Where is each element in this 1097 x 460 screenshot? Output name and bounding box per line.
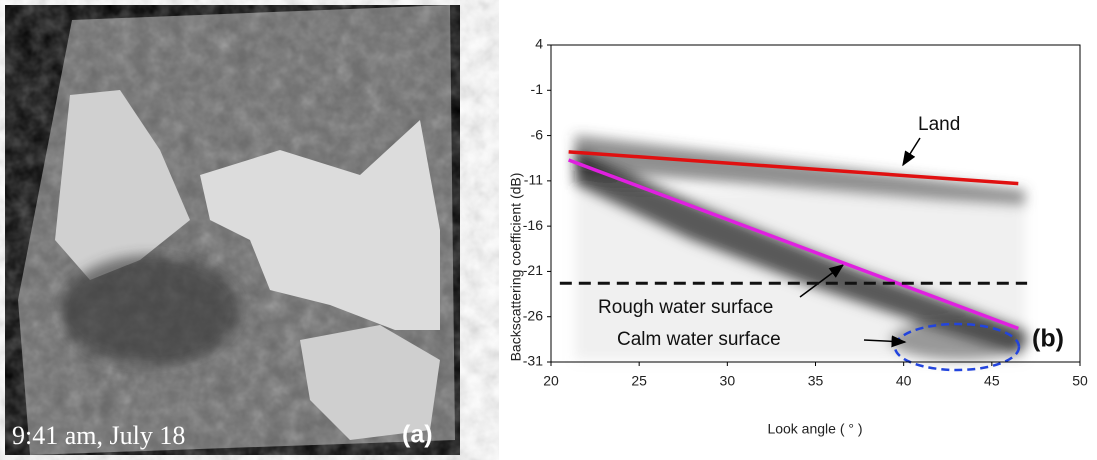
x-tick-label: 35 [808, 373, 824, 389]
line [568, 158, 1019, 331]
y-tick-label: -31 [523, 353, 543, 369]
annotation: Calm water surface [617, 329, 781, 350]
sar-image [5, 5, 460, 455]
x-tick-label: 25 [631, 373, 647, 389]
x-tick-label: 40 [896, 373, 912, 389]
calm-region [893, 322, 1021, 372]
caption: 9:41 am, July 18 [12, 421, 185, 450]
panel-label: (b) [1032, 325, 1064, 353]
x-axis-label: Look angle ( ° ) [767, 421, 862, 437]
x-tick-label: 50 [1072, 373, 1088, 389]
annotation: Land [918, 114, 960, 135]
x-tick-label: 45 [984, 373, 1000, 389]
panel-label: (a) [402, 421, 433, 449]
y-tick-label: 4 [535, 36, 543, 52]
y-tick-label: -21 [523, 262, 543, 278]
x-tick-label: 20 [543, 373, 559, 389]
y-tick-label: -1 [531, 81, 544, 97]
y-tick-label: -26 [523, 307, 543, 323]
density [575, 135, 1030, 360]
y-axis-label: Backscattering coefficient (dB) [508, 173, 524, 362]
annotation: Rough water surface [598, 297, 773, 318]
y-tick-label: -16 [523, 217, 543, 233]
y-tick-label: -11 [524, 172, 543, 188]
line [568, 150, 1019, 186]
plot-frame [550, 44, 1081, 363]
y-tick-label: -6 [531, 126, 544, 142]
x-tick-label: 30 [720, 373, 736, 389]
